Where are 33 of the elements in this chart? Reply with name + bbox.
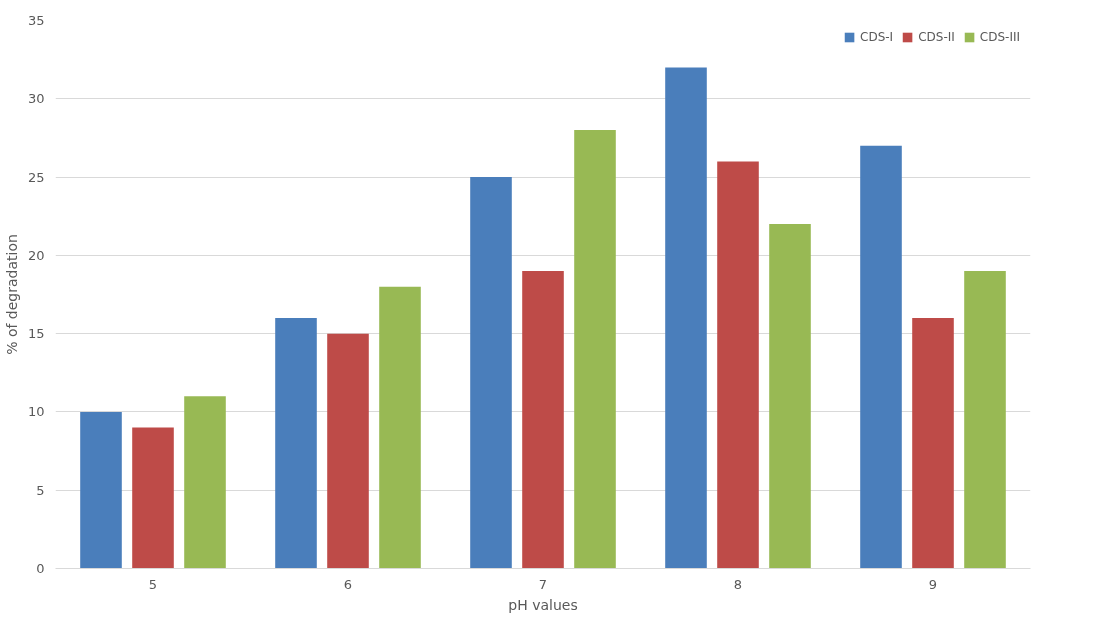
bar [275, 317, 317, 569]
y-tick-label: 10 [27, 404, 45, 420]
bar [860, 145, 902, 569]
legend-label: CDS-II [918, 30, 955, 44]
bar [184, 396, 226, 569]
bar [964, 271, 1006, 569]
legend-label: CDS-III [979, 30, 1020, 44]
x-tick-label: 8 [733, 576, 743, 592]
y-tick-label: 25 [27, 169, 45, 185]
y-tick-label: 30 [27, 91, 45, 107]
x-tick-label: 6 [343, 576, 353, 592]
y-tick-label: 15 [27, 326, 45, 342]
x-tick-label: 7 [538, 576, 548, 592]
y-tick-label: 0 [36, 561, 45, 576]
y-tick-label: 20 [27, 247, 45, 263]
x-tick-label: 9 [928, 576, 938, 592]
y-axis-title: % of degradation [3, 234, 20, 355]
bar [522, 271, 564, 569]
bar [912, 317, 954, 569]
y-tick-label: 5 [36, 482, 45, 498]
bar [769, 224, 811, 569]
bar [470, 177, 512, 569]
y-tick-label: 35 [27, 13, 45, 28]
bar [379, 286, 421, 569]
bar [132, 427, 174, 569]
bar [574, 130, 616, 569]
bar [327, 333, 369, 569]
x-tick-label: 5 [148, 576, 158, 592]
legend-label: CDS-I [860, 30, 894, 44]
bar [80, 411, 122, 569]
x-axis-title: pH values [508, 596, 578, 613]
bar [717, 161, 759, 569]
bar [665, 67, 707, 569]
